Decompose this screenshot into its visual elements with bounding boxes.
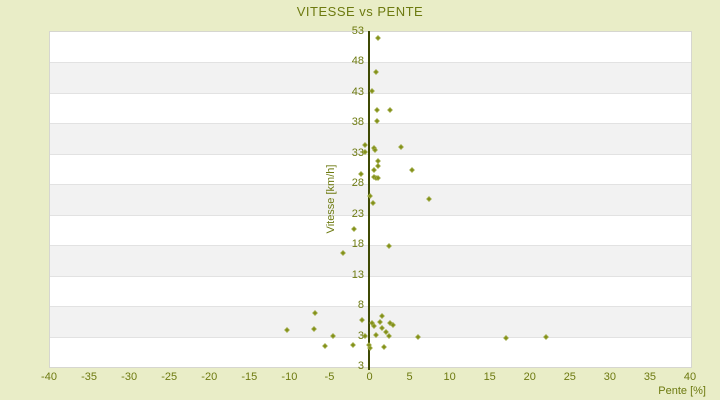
x-tick-label: -15	[241, 371, 258, 383]
plot-band	[50, 62, 691, 93]
y-tick-label: 43	[351, 85, 364, 98]
x-tick-label: 5	[406, 371, 413, 383]
plot-band	[50, 32, 691, 63]
y-tick-label: 18	[351, 238, 364, 251]
y-tick-label: 38	[351, 116, 364, 129]
plot-band	[50, 336, 691, 367]
x-tick-label: 20	[523, 371, 536, 383]
y-tick-label: 3	[330, 329, 364, 343]
y-tick-label: 53	[351, 25, 364, 37]
plot-band	[50, 245, 691, 276]
plot-band	[50, 123, 691, 154]
y-tick-label: 13	[351, 268, 364, 281]
y-tick-label: 8	[357, 299, 364, 312]
x-tick-label: -35	[81, 371, 98, 383]
x-tick-label: 30	[603, 371, 616, 383]
x-tick-label: -5	[324, 371, 335, 383]
x-tick-label: 10	[443, 371, 456, 383]
y-tick-label: 33	[351, 146, 364, 159]
plot-band	[50, 184, 691, 215]
x-tick-label: 25	[563, 371, 576, 383]
x-tick-label: 15	[483, 371, 496, 383]
x-tick-label: -20	[201, 371, 218, 383]
y-tick-label: 3	[357, 360, 364, 372]
x-tick-label: -10	[281, 371, 298, 383]
x-tick-label: 40	[683, 371, 697, 383]
plot-band	[50, 275, 691, 307]
plot-band	[50, 153, 691, 185]
plot-band	[50, 214, 691, 246]
y-tick-label: 23	[351, 207, 364, 220]
x-tick-label: -40	[41, 371, 57, 383]
x-tick-label: 35	[643, 371, 657, 383]
x-axis-title: Pente [%]	[658, 385, 706, 397]
y-axis-title: Vitesse [km/h]	[325, 164, 337, 234]
y-axis-line	[368, 31, 370, 370]
x-tick-label: -30	[121, 371, 138, 383]
x-tick-label: -25	[161, 371, 178, 383]
y-tick-label: 28	[351, 177, 364, 190]
plot-band	[50, 92, 691, 124]
y-tick-label: 48	[351, 55, 364, 68]
plot-area	[49, 31, 692, 368]
x-tick-label: 0	[366, 371, 373, 383]
chart-title: VITESSE vs PENTE	[296, 4, 424, 19]
